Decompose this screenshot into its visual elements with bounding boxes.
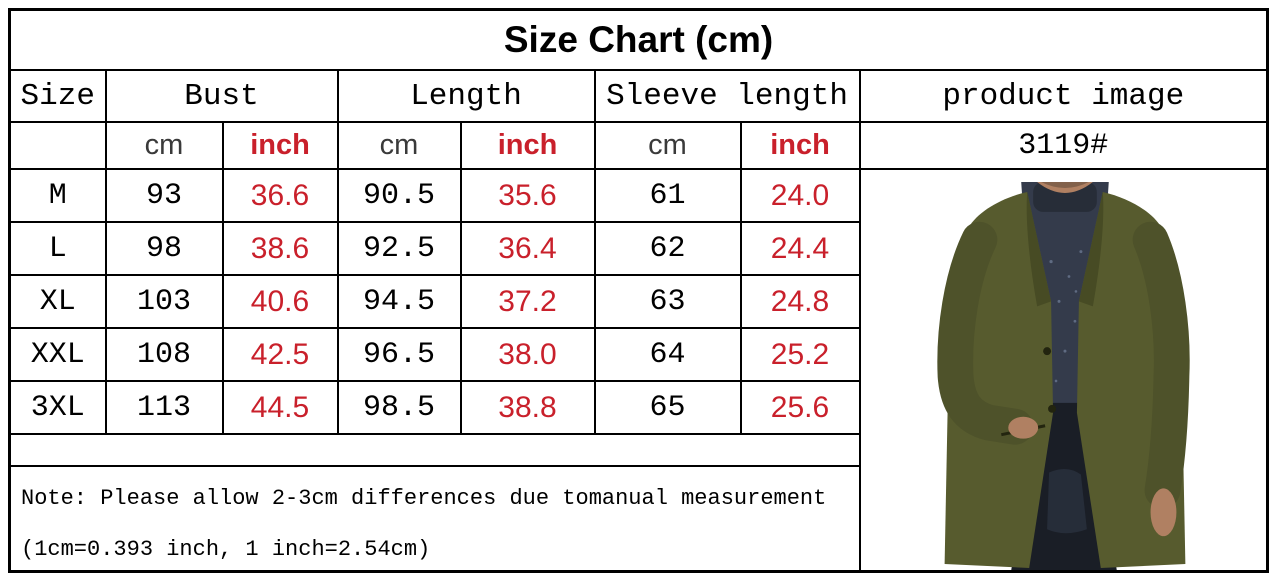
sleeve-cm-value: 61 bbox=[593, 168, 742, 223]
bust-inch-value: 44.5 bbox=[221, 380, 339, 435]
size-chart-sheet: Size Chart (cm) Size Bust Length Sleeve … bbox=[8, 8, 1270, 573]
length-cm-value: 98.5 bbox=[336, 380, 462, 435]
bust-cm-value: 98 bbox=[104, 221, 224, 276]
length-cm-value: 94.5 bbox=[336, 274, 462, 329]
bust-inch-value: 40.6 bbox=[221, 274, 339, 329]
bust-inch-value: 42.5 bbox=[221, 327, 339, 382]
note-cell: Note: Please allow 2-3cm differences due… bbox=[8, 465, 861, 573]
col-header-bust: Bust bbox=[104, 69, 339, 123]
bust-cm-value: 93 bbox=[104, 168, 224, 223]
right-hand bbox=[1150, 488, 1177, 537]
bust-cm-header: cm bbox=[104, 121, 224, 170]
turtleneck-collar bbox=[1033, 182, 1098, 212]
coat-button-top bbox=[1043, 347, 1052, 356]
length-cm-value: 90.5 bbox=[336, 168, 462, 223]
bust-cm-value: 108 bbox=[104, 327, 224, 382]
sleeve-inch-value: 25.6 bbox=[739, 380, 861, 435]
length-inch-value: 38.8 bbox=[459, 380, 596, 435]
size-label: XXL bbox=[8, 327, 107, 382]
table-row: M 93 36.6 90.5 35.6 61 24.0 bbox=[8, 168, 1269, 573]
length-cm-value: 92.5 bbox=[336, 221, 462, 276]
unit-empty-cell bbox=[8, 121, 107, 170]
length-inch-header: inch bbox=[459, 121, 596, 170]
size-label: L bbox=[8, 221, 107, 276]
chin-stubble bbox=[1041, 182, 1090, 188]
table-row: XXL 108 42.5 96.5 38.0 64 25.2 bbox=[8, 327, 1268, 382]
coat-button-bottom bbox=[1048, 404, 1057, 413]
length-inch-value: 37.2 bbox=[459, 274, 596, 329]
product-photo-cell bbox=[858, 168, 1269, 573]
size-label: XL bbox=[8, 274, 107, 329]
bust-inch-value: 38.6 bbox=[221, 221, 339, 276]
note-line-2: (1cm=0.393 inch, 1 inch=2.54cm) bbox=[21, 536, 431, 562]
page-title: Size Chart (cm) bbox=[8, 8, 1269, 71]
sleeve-cm-value: 65 bbox=[593, 380, 742, 435]
length-inch-value: 38.0 bbox=[459, 327, 596, 382]
bust-cm-value: 113 bbox=[104, 380, 224, 435]
sleeve-inch-value: 25.2 bbox=[739, 327, 861, 382]
sleeve-inch-header: inch bbox=[739, 121, 861, 170]
left-arm bbox=[937, 221, 1034, 445]
right-arm bbox=[1132, 221, 1190, 509]
sleeve-inch-value: 24.8 bbox=[739, 274, 861, 329]
length-cm-value: 96.5 bbox=[336, 327, 462, 382]
size-label: 3XL bbox=[8, 380, 107, 435]
product-photo bbox=[937, 182, 1190, 570]
table-row: 3XL 113 44.5 98.5 38.8 65 25.6 bbox=[8, 380, 1268, 435]
left-lapel-shade bbox=[1026, 191, 1052, 307]
bust-inch-value: 36.6 bbox=[221, 168, 339, 223]
sleeve-inch-value: 24.0 bbox=[739, 168, 861, 223]
note-line-1: Note: Please allow 2-3cm differences due… bbox=[21, 485, 827, 511]
jeans-highlight bbox=[1047, 468, 1088, 534]
empty-row bbox=[8, 433, 861, 467]
bust-inch-header: inch bbox=[221, 121, 339, 170]
length-inch-value: 36.4 bbox=[459, 221, 596, 276]
length-cm-header: cm bbox=[336, 121, 462, 170]
left-hand bbox=[1008, 416, 1039, 439]
sleeve-cm-header: cm bbox=[593, 121, 742, 170]
product-code: 3119# bbox=[858, 121, 1269, 170]
col-header-product-image: product image bbox=[858, 69, 1269, 123]
length-inch-value: 35.6 bbox=[459, 168, 596, 223]
col-header-length: Length bbox=[336, 69, 596, 123]
col-header-size: Size bbox=[8, 69, 107, 123]
right-lapel-shade bbox=[1079, 191, 1104, 307]
table-row: XL 103 40.6 94.5 37.2 63 24.8 bbox=[8, 274, 1268, 329]
sleeve-cm-value: 62 bbox=[593, 221, 742, 276]
sleeve-cm-value: 64 bbox=[593, 327, 742, 382]
table-row: L 98 38.6 92.5 36.4 62 24.4 bbox=[8, 221, 1268, 276]
sleeve-inch-value: 24.4 bbox=[739, 221, 861, 276]
col-header-sleeve-length: Sleeve length bbox=[593, 69, 861, 123]
size-chart-table: Size Chart (cm) Size Bust Length Sleeve … bbox=[8, 8, 1270, 573]
sleeve-cm-value: 63 bbox=[593, 274, 742, 329]
size-label: M bbox=[8, 168, 107, 223]
bust-cm-value: 103 bbox=[104, 274, 224, 329]
